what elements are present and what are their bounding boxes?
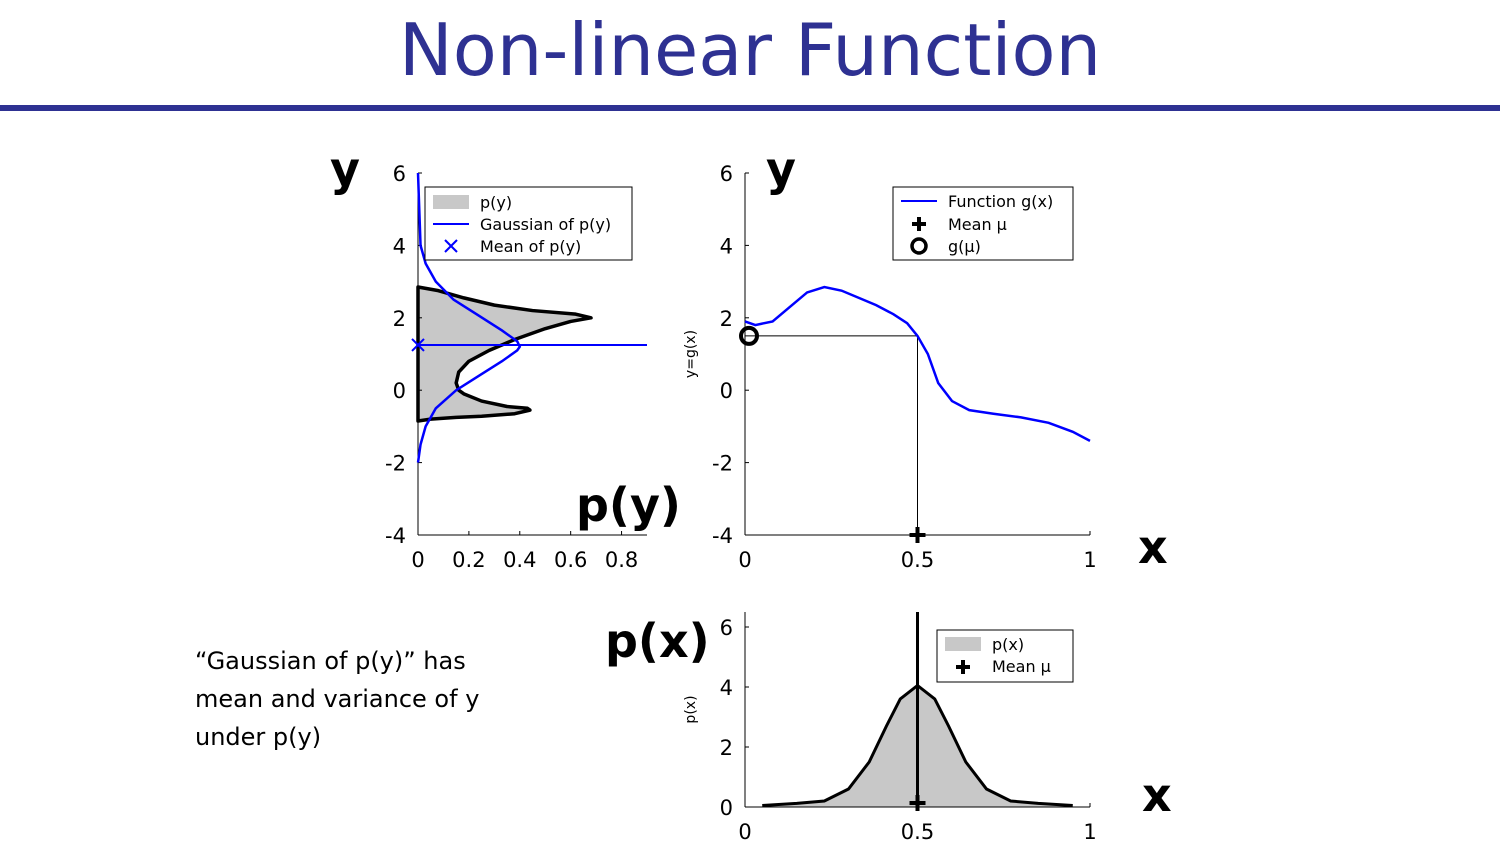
- py-gaussian-line: [416, 172, 522, 463]
- px-legend-swatch-area: [945, 637, 981, 651]
- py-ytick-label: 0: [393, 379, 406, 403]
- g-ytick-label: -4: [712, 524, 733, 548]
- px-xtick-label: 1: [1083, 820, 1096, 844]
- g-xtick-label: 1: [1083, 548, 1096, 572]
- px-ytick-label: 2: [720, 736, 733, 760]
- g-xtick-label: 0: [738, 548, 751, 572]
- g-of-mean-marker: [739, 325, 759, 346]
- g-ytick-label: 4: [720, 234, 733, 258]
- g-ytick-label: 6: [720, 162, 733, 186]
- py-ytick-label: 2: [393, 307, 406, 331]
- g-mean-marker: [909, 527, 926, 543]
- py-legend-label: Gaussian of p(y): [480, 215, 611, 234]
- px-xtick-label: 0.5: [901, 820, 934, 844]
- explanation-note: “Gaussian of p(y)” has mean and variance…: [195, 647, 480, 751]
- px-legend-label: Mean μ: [992, 657, 1051, 676]
- px-legend-label: p(x): [992, 635, 1024, 654]
- py-legend-label: Mean of p(y): [480, 237, 581, 256]
- px-legend-swatch-plus: [956, 660, 970, 674]
- py-xtick-label: 0: [411, 548, 424, 572]
- py-xtick-label: 0.8: [605, 548, 638, 572]
- py-ytick-label: -2: [385, 452, 406, 476]
- px-ytick-label: 4: [720, 676, 733, 700]
- g-legend-swatch-circle: [910, 237, 928, 255]
- g-ylabel: y=g(x): [683, 330, 699, 378]
- g-legend-label: g(μ): [948, 237, 981, 256]
- g-legend-label: Function g(x): [948, 192, 1053, 211]
- py-y-axis-label: y: [330, 142, 360, 196]
- g-ytick-label: -2: [712, 452, 733, 476]
- g-ytick-label: 2: [720, 307, 733, 331]
- py-legend-label: p(y): [480, 193, 512, 212]
- slide-title: Non-linear Function: [398, 8, 1102, 92]
- g-legend-label: Mean μ: [948, 215, 1007, 234]
- g-y-axis-label: y: [766, 142, 796, 196]
- py-xtick-label: 0.4: [503, 548, 536, 572]
- px-x-axis-label: x: [1142, 768, 1172, 822]
- g-function-line: [744, 285, 1091, 442]
- g-xtick-label: 0.5: [901, 548, 934, 572]
- g-ytick-label: 0: [720, 379, 733, 403]
- px-ytick-label: 0: [720, 796, 733, 820]
- py-series-label: p(y): [576, 478, 681, 532]
- px-mean-marker: [909, 795, 926, 811]
- g-legend-swatch-plus: [912, 217, 926, 231]
- py-legend-swatch-area: [433, 195, 469, 209]
- py-ytick-label: 6: [393, 162, 406, 186]
- px-ytick-label: 6: [720, 616, 733, 640]
- py-density-area: [416, 285, 593, 423]
- py-ytick-label: 4: [393, 234, 406, 258]
- px-series-label: p(x): [605, 614, 710, 668]
- g-x-axis-label: x: [1138, 520, 1168, 574]
- py-legend-swatch-x-b: [444, 239, 458, 253]
- title-rule: [0, 105, 1500, 111]
- py-ytick-label: -4: [385, 524, 406, 548]
- px-ylabel: p(x): [683, 695, 699, 723]
- py-xtick-label: 0.6: [554, 548, 587, 572]
- py-mean-marker-b: [411, 338, 425, 352]
- px-xtick-label: 0: [738, 820, 751, 844]
- py-xtick-label: 0.2: [452, 548, 485, 572]
